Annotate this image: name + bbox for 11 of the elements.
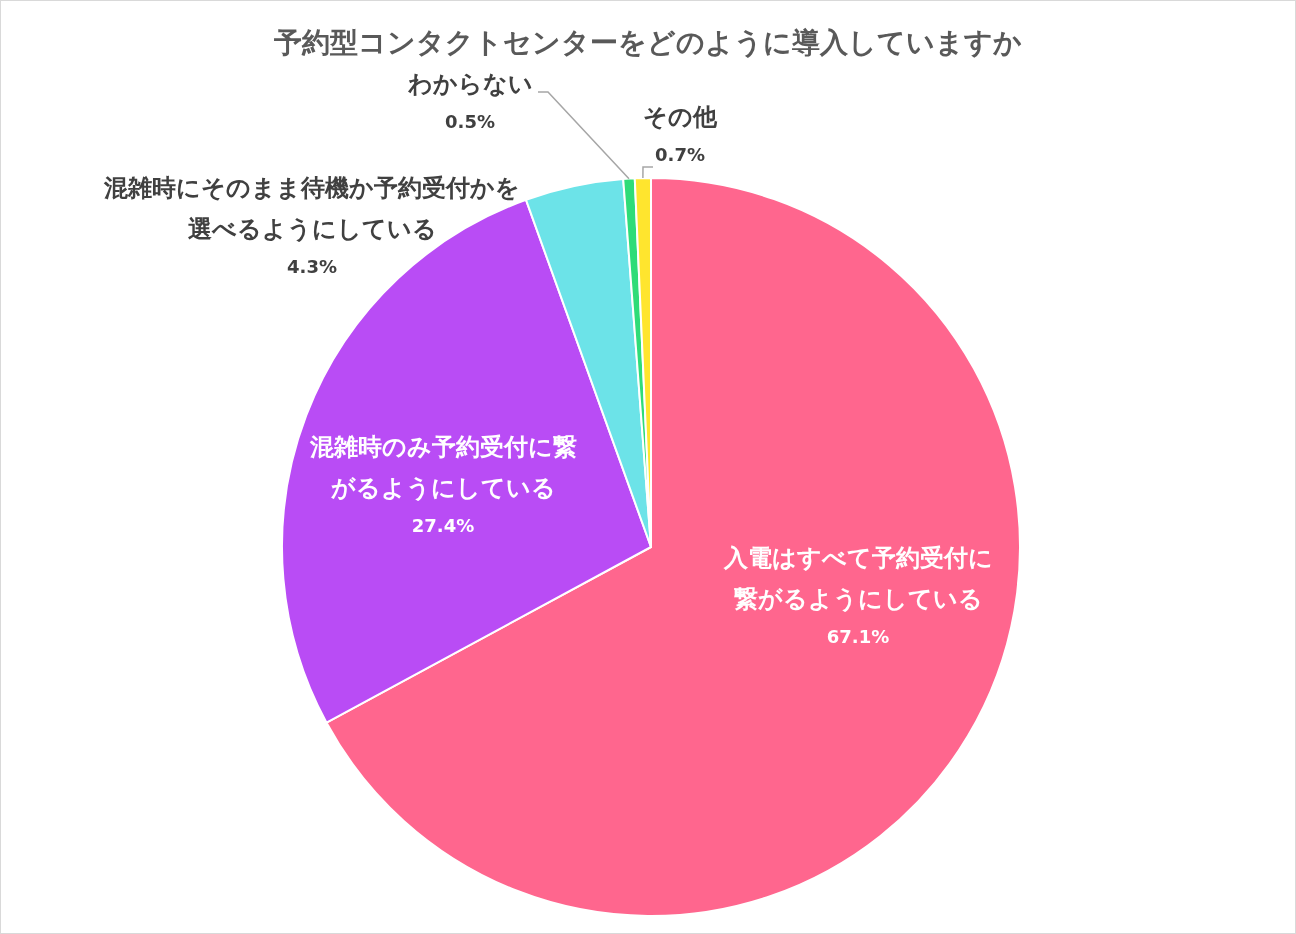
data-label: 4.3%	[287, 255, 337, 277]
slice-label: 入電はすべて予約受付に繋がるようにしている	[722, 544, 993, 613]
data-label: 0.5%	[445, 110, 495, 132]
slice-label: 混雑時にそのまま待機か予約受付かを選べるようにしている	[103, 174, 520, 243]
slice-label: わからない	[406, 70, 533, 98]
data-label: 0.7%	[655, 143, 705, 165]
slice-label: その他	[643, 103, 718, 131]
slice-label: 混雑時のみ予約受付に繋がるようにしている	[308, 433, 577, 502]
data-label: 67.1%	[826, 625, 890, 647]
chart-title: 予約型コンタクトセンターをどのように導入していますか	[273, 25, 1022, 59]
data-label: 27.4%	[411, 514, 475, 536]
